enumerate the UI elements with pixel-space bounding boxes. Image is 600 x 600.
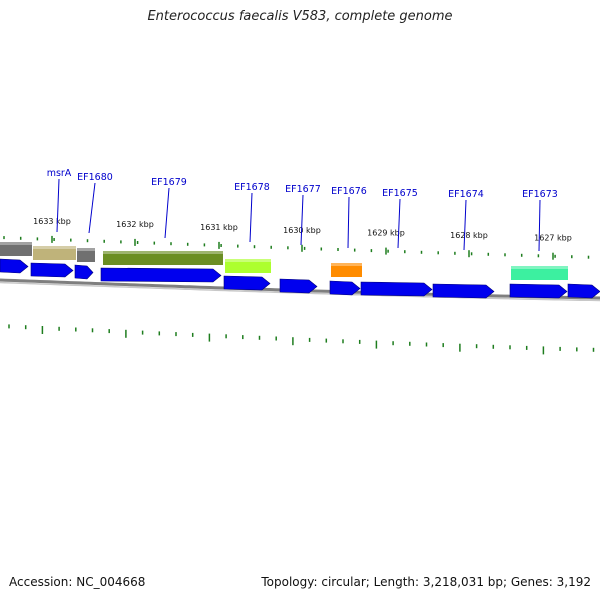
gene-arrow bbox=[74, 264, 94, 280]
gene-label: EF1676 bbox=[331, 186, 367, 197]
map-title: Enterococcus faecalis V583, complete gen… bbox=[147, 9, 453, 24]
scale-label: 1628 kbp bbox=[450, 231, 488, 240]
gene-label: EF1679 bbox=[151, 177, 187, 188]
region-EF1679 bbox=[103, 251, 223, 265]
region-EF1676 bbox=[331, 263, 362, 277]
gene-label-leader bbox=[538, 199, 541, 252]
gene-arrow bbox=[223, 275, 271, 291]
gene-arrow bbox=[567, 283, 600, 299]
gene-arrow bbox=[360, 281, 433, 297]
gene-label-leader bbox=[463, 199, 467, 251]
gene-arrow bbox=[509, 283, 568, 299]
scale-label: 1629 kbp bbox=[367, 229, 405, 238]
genome-backbone-shadow bbox=[0, 281, 600, 302]
accession-label: Accession: NC_004668 bbox=[9, 575, 146, 589]
region-EF1678-highlight bbox=[225, 259, 271, 262]
gene-label: EF1675 bbox=[382, 188, 418, 199]
gene-label-leader bbox=[300, 194, 304, 246]
region-msrA-highlight bbox=[33, 246, 76, 249]
gene-arrow bbox=[30, 262, 74, 278]
region-EF1676-highlight bbox=[331, 263, 362, 266]
region-unnamed-left-highlight bbox=[0, 242, 32, 245]
region-msrA bbox=[33, 246, 76, 260]
gene-arrow bbox=[432, 283, 495, 299]
region-EF1679-highlight bbox=[103, 251, 223, 254]
gene-label: msrA bbox=[47, 168, 72, 179]
region-unnamed-2-fill bbox=[77, 248, 95, 262]
gene-label-leader bbox=[347, 196, 350, 249]
region-unnamed-left-fill bbox=[0, 242, 32, 256]
region-EF1678 bbox=[225, 259, 271, 273]
gene-arrow bbox=[329, 280, 361, 296]
gene-label-leader bbox=[56, 178, 60, 233]
gene-label: EF1674 bbox=[448, 189, 484, 200]
region-unnamed-2-highlight bbox=[77, 248, 95, 251]
gene-arrow bbox=[0, 258, 29, 274]
gene-label: EF1677 bbox=[285, 184, 321, 195]
region-EF1676-fill bbox=[331, 263, 362, 277]
scale-label: 1627 kbp bbox=[534, 234, 572, 243]
scale-label: 1631 kbp bbox=[200, 223, 238, 232]
region-EF1679-fill bbox=[103, 251, 223, 265]
gene-label-leader bbox=[88, 182, 96, 234]
scale-label: 1632 kbp bbox=[116, 220, 154, 229]
region-EF1673-fill bbox=[511, 266, 568, 280]
topology-label: Topology: circular; Length: 3,218,031 bp… bbox=[261, 575, 591, 589]
gene-arrow bbox=[279, 278, 318, 294]
region-unnamed-2 bbox=[77, 248, 95, 262]
gene-arrow bbox=[100, 267, 222, 283]
gene-label-leader bbox=[164, 187, 170, 239]
gene-label: EF1673 bbox=[522, 189, 558, 200]
region-EF1673 bbox=[511, 266, 568, 280]
scale-label: 1633 kbp bbox=[33, 217, 71, 226]
region-EF1673-highlight bbox=[511, 266, 568, 269]
gene-label-leader bbox=[397, 198, 401, 249]
region-EF1678-fill bbox=[225, 259, 271, 273]
region-msrA-fill bbox=[33, 246, 76, 260]
region-unnamed-left bbox=[0, 242, 32, 256]
gene-label: EF1680 bbox=[77, 172, 113, 183]
gene-label-leader bbox=[249, 192, 253, 243]
gene-label: EF1678 bbox=[234, 182, 270, 193]
